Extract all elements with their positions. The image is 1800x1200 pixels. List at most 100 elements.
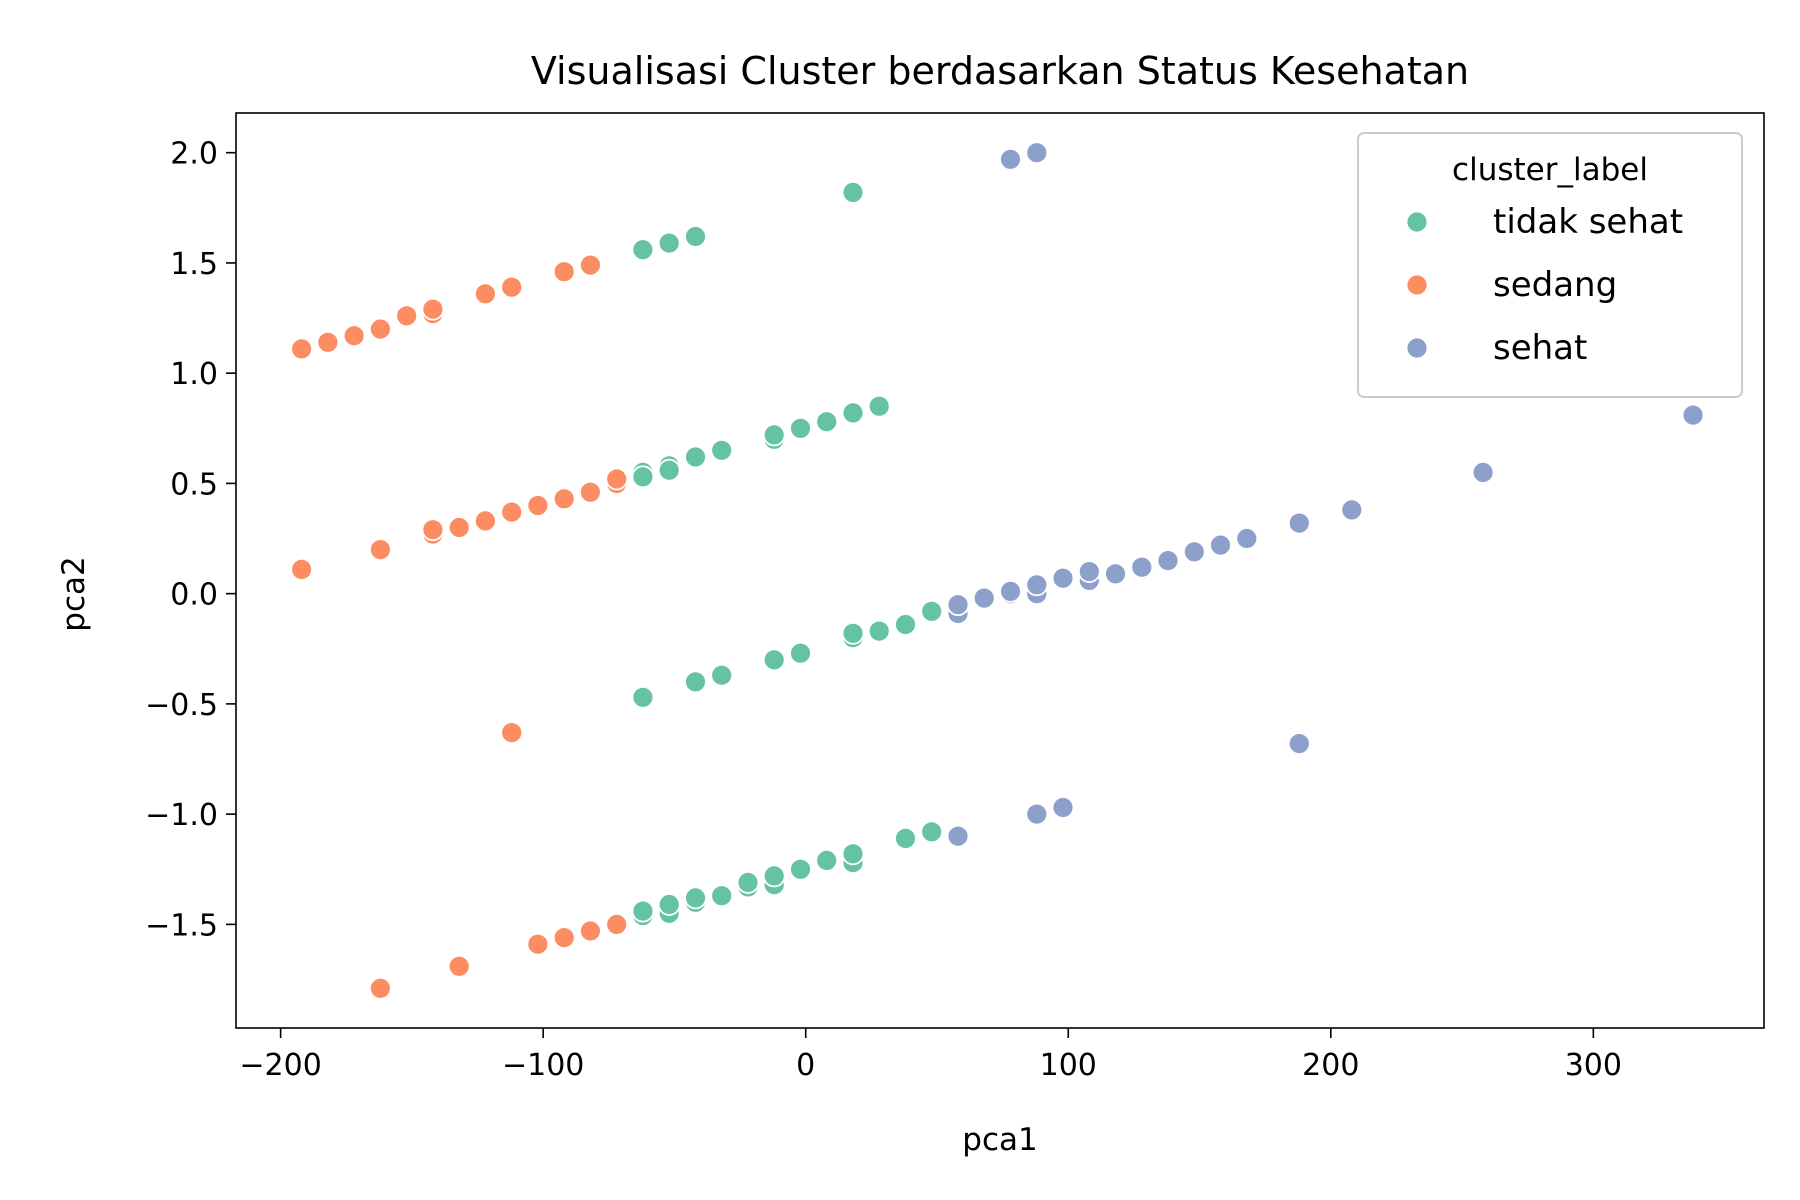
data-point-sehat-17: [1235, 527, 1259, 550]
data-point-tidak-sehat-25: [920, 599, 944, 623]
legend-box: [1357, 132, 1743, 398]
data-point-sehat-21: [1681, 403, 1705, 427]
data-point-sehat-20: [1471, 460, 1495, 484]
data-point-tidak-sehat-24: [894, 613, 917, 636]
data-point-sedang-0: [290, 337, 314, 361]
data-point-sehat-1: [1025, 141, 1049, 165]
data-point-tidak-sehat-17: [684, 670, 707, 694]
data-point-sedang-1: [316, 330, 340, 354]
data-point-sehat-18: [1287, 511, 1311, 535]
data-point-tidak-sehat-12: [841, 401, 865, 425]
x-tick-label: 200: [1302, 1048, 1359, 1083]
x-tick-label: −100: [502, 1048, 584, 1083]
data-point-tidak-sehat-23: [867, 619, 891, 643]
data-point-sedang-6: [421, 297, 445, 321]
legend-label-sehat: sehat: [1493, 328, 1587, 368]
data-point-sedang-7: [473, 282, 497, 306]
data-point-sedang-10: [579, 253, 602, 277]
data-point-sehat-19: [1340, 498, 1364, 522]
legend-marker-sedang: [1405, 273, 1429, 297]
data-point-sedang-9: [552, 260, 576, 284]
data-point-tidak-sehat-10: [789, 416, 812, 440]
x-tick-label: 0: [796, 1048, 815, 1083]
legend-label-sedang: sedang: [1493, 265, 1617, 305]
data-point-sehat-23: [1051, 796, 1075, 819]
y-tick-label: 0.5: [170, 467, 218, 502]
data-point-tidak-sehat-3: [841, 180, 865, 204]
data-point-sedang-24: [368, 976, 392, 1000]
legend-label-tidak-sehat: tidak sehat: [1493, 202, 1683, 242]
data-point-tidak-sehat-18: [710, 663, 734, 687]
data-point-tidak-sehat-29: [657, 893, 681, 916]
data-point-tidak-sehat-2: [684, 225, 707, 248]
data-point-sedang-27: [552, 926, 576, 949]
legend-marker-tidak-sehat: [1405, 210, 1429, 234]
data-point-sedang-28: [579, 919, 602, 943]
data-point-tidak-sehat-16: [631, 685, 655, 709]
data-point-tidak-sehat-15: [657, 458, 681, 482]
data-point-sedang-17: [500, 500, 524, 524]
data-point-tidak-sehat-7: [710, 438, 734, 462]
data-point-tidak-sehat-36: [762, 864, 786, 888]
data-point-sehat-13: [1130, 555, 1154, 579]
data-point-sehat-24: [1025, 802, 1049, 826]
data-point-sedang-20: [579, 480, 602, 504]
x-axis-title: pca1: [962, 1122, 1037, 1158]
data-point-sehat-12: [1104, 562, 1127, 586]
data-point-tidak-sehat-22: [841, 621, 865, 645]
data-point-sedang-26: [526, 932, 550, 956]
data-point-tidak-sehat-42: [920, 820, 944, 844]
data-point-sedang-14: [421, 518, 445, 542]
legend-items: tidak sehat sedang sehat: [1405, 202, 1683, 368]
x-axis-ticks: −200 −100 0 100 200 300: [239, 1028, 1622, 1083]
data-point-tidak-sehat-0: [631, 238, 655, 262]
data-point-sehat-4: [972, 586, 996, 610]
plot-frame: [235, 112, 1765, 1029]
data-point-sedang-29: [605, 913, 629, 936]
data-point-sehat-0: [999, 147, 1022, 171]
x-tick-label: 100: [1040, 1048, 1097, 1083]
data-point-tidak-sehat-38: [815, 849, 839, 872]
y-tick-label: 1.0: [170, 357, 218, 392]
data-point-sehat-6: [999, 580, 1022, 603]
x-tick-label: 300: [1565, 1048, 1622, 1083]
data-point-tidak-sehat-13: [867, 394, 891, 418]
data-point-tidak-sehat-32: [710, 884, 734, 908]
data-point-tidak-sehat-20: [789, 641, 812, 665]
data-point-sehat-16: [1209, 533, 1232, 557]
y-tick-label: 0.0: [170, 578, 218, 613]
data-point-tidak-sehat-19: [762, 648, 786, 672]
data-point-tidak-sehat-40: [841, 842, 865, 866]
data-point-sehat-22: [1287, 732, 1311, 755]
legend-marker-sehat: [1405, 336, 1429, 360]
data-point-tidak-sehat-6: [684, 445, 707, 469]
data-point-sedang-8: [500, 275, 524, 299]
data-point-sedang-25: [447, 954, 471, 978]
data-point-sehat-11: [1077, 560, 1101, 583]
data-point-tidak-sehat-41: [894, 827, 917, 850]
data-point-tidak-sehat-14: [631, 465, 655, 489]
data-point-sedang-3: [368, 317, 392, 341]
x-tick-label: −200: [239, 1048, 321, 1083]
y-axis-title: pca2: [56, 556, 92, 631]
data-point-tidak-sehat-9: [762, 423, 786, 447]
data-point-tidak-sehat-1: [657, 231, 681, 255]
y-tick-label: −1.5: [145, 908, 218, 943]
y-tick-label: 2.0: [170, 137, 218, 172]
data-point-sehat-25: [946, 824, 970, 848]
data-point-sedang-22: [605, 467, 629, 491]
data-point-sedang-19: [552, 487, 576, 511]
data-point-sedang-18: [526, 494, 550, 517]
data-point-sedang-15: [447, 516, 471, 539]
data-point-tidak-sehat-31: [684, 886, 707, 910]
data-point-sedang-16: [473, 509, 497, 533]
data-point-sehat-15: [1182, 540, 1206, 564]
chart-title: Visualisasi Cluster berdasarkan Status K…: [531, 49, 1469, 93]
data-point-sehat-3: [946, 593, 970, 617]
data-point-sehat-9: [1051, 566, 1075, 590]
data-point-tidak-sehat-37: [789, 857, 812, 881]
data-point-tidak-sehat-27: [631, 899, 655, 923]
y-tick-label: 1.5: [170, 247, 218, 282]
